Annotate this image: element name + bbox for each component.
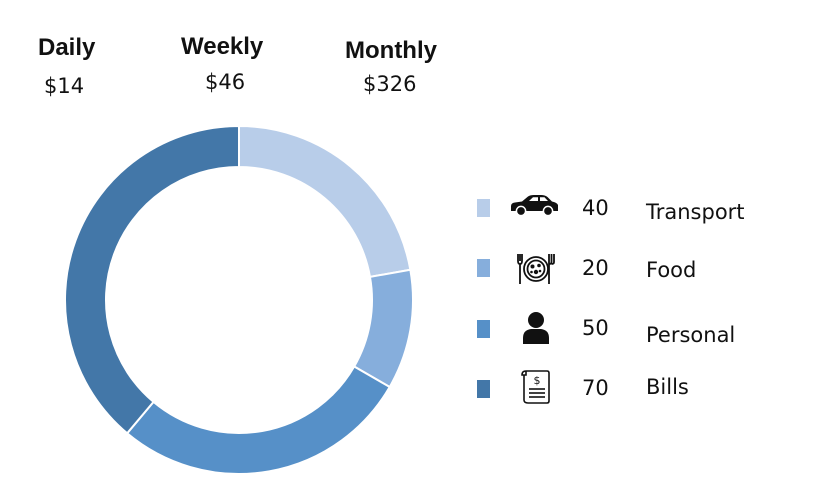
monthly-label: Monthly xyxy=(345,37,437,64)
weekly-label: Weekly xyxy=(181,33,264,60)
monthly-value: $326 xyxy=(363,72,417,96)
donut-slice-transport xyxy=(238,124,412,279)
daily-label: Daily xyxy=(38,34,96,61)
person-icon xyxy=(523,312,549,344)
weekly-value: $46 xyxy=(205,70,246,94)
legend-label-bills: Bills xyxy=(646,375,689,399)
plate-icon xyxy=(517,254,555,284)
legend-label-food: Food xyxy=(646,258,697,282)
donut-slice-personal xyxy=(125,365,392,475)
legend-value-personal: 50 xyxy=(582,316,609,340)
receipt-icon: $ xyxy=(521,370,550,404)
legend-swatch-personal xyxy=(477,320,490,338)
legend-swatch-bills xyxy=(477,380,490,398)
legend-label-transport: Transport xyxy=(646,200,745,224)
legend-value-food: 20 xyxy=(582,256,609,280)
car-icon xyxy=(511,195,558,217)
daily-value: $14 xyxy=(44,74,85,98)
donut-slice-food xyxy=(352,268,414,389)
legend-swatch-transport xyxy=(477,199,490,217)
legend-label-personal: Personal xyxy=(646,323,736,347)
legend-value-transport: 40 xyxy=(582,196,609,220)
legend-swatch-food xyxy=(477,259,490,277)
donut-slice-bills xyxy=(64,124,240,435)
svg-text:$: $ xyxy=(534,374,541,387)
legend-value-bills: 70 xyxy=(582,376,609,400)
